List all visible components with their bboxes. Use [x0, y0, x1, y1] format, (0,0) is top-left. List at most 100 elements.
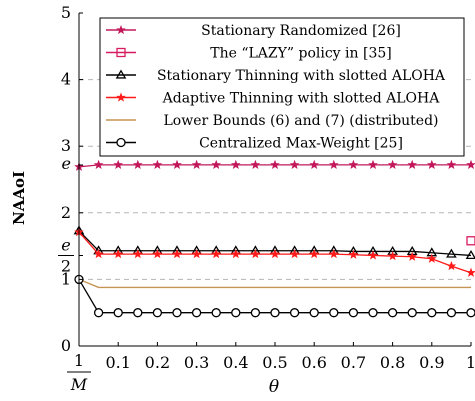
data-point	[466, 159, 475, 169]
x-tick-label: 0.7	[341, 353, 366, 372]
series-the-lazy-policy-in-35	[466, 236, 475, 246]
data-point	[329, 308, 339, 318]
legend-label: The “LAZY” policy in [35]	[210, 46, 391, 62]
data-point	[407, 251, 418, 261]
data-point	[387, 251, 398, 261]
legend-entry: Adaptive Thinning with slotted ALOHA	[106, 91, 440, 107]
data-point	[113, 308, 123, 318]
y-tick-label: 0	[61, 336, 71, 355]
y-tick-label: 3	[61, 136, 71, 155]
series-layer	[73, 159, 475, 318]
data-point	[465, 249, 475, 260]
y-tick-label: e2	[58, 235, 74, 275]
legend-entry: Stationary Randomized [26]	[106, 23, 401, 39]
data-point	[116, 137, 126, 148]
data-point	[132, 159, 143, 169]
series-lower-bounds-6-and-7-distributed	[78, 278, 471, 289]
x-tick-denominator: M	[70, 375, 88, 394]
data-point	[348, 249, 359, 259]
data-point	[132, 249, 143, 259]
data-point	[191, 308, 202, 318]
data-point	[211, 159, 222, 169]
data-point	[116, 47, 126, 58]
data-point	[466, 308, 475, 318]
x-tick-label: 0.6	[301, 353, 326, 372]
data-point	[426, 253, 437, 263]
data-point	[152, 308, 163, 318]
series-line	[78, 278, 471, 289]
data-point	[387, 308, 398, 318]
data-point	[309, 308, 319, 318]
legend-label: Centralized Max-Weight [25]	[199, 136, 403, 152]
data-point	[191, 159, 202, 169]
data-point	[93, 308, 104, 318]
y-tick-label: 5	[61, 3, 71, 22]
data-point	[172, 249, 182, 259]
data-point	[113, 159, 124, 169]
data-point	[250, 308, 261, 318]
legend-entry: Stationary Thinning with slotted ALOHA	[106, 68, 446, 84]
data-point	[407, 159, 418, 169]
x-tick-label: 1	[466, 353, 475, 372]
legend-label: Lower Bounds (6) and (7) (distributed)	[163, 113, 438, 129]
data-point	[289, 249, 300, 259]
legend-entry: Centralized Max-Weight [25]	[106, 136, 403, 152]
data-point	[446, 159, 457, 169]
data-point	[328, 249, 339, 259]
data-point	[93, 159, 104, 169]
y-tick-numerator: e	[61, 235, 70, 254]
data-point	[93, 249, 104, 259]
data-point	[348, 308, 359, 318]
legend-box	[99, 17, 465, 157]
data-point	[446, 248, 457, 258]
legend-label: Stationary Randomized [26]	[201, 23, 401, 39]
x-tick-numerator: 1	[74, 351, 84, 370]
data-point	[230, 159, 241, 169]
x-tick-label: 0.2	[145, 353, 170, 372]
x-tick-label: 0.8	[380, 353, 405, 372]
legend-entry: Lower Bounds (6) and (7) (distributed)	[106, 113, 439, 129]
legend-label: Stationary Thinning with slotted ALOHA	[157, 68, 446, 84]
data-point	[116, 92, 126, 102]
data-point	[116, 24, 126, 35]
data-point	[270, 308, 280, 318]
data-point	[191, 249, 202, 259]
x-tick-label: 0.1	[105, 353, 130, 372]
data-point	[368, 250, 378, 260]
data-point	[407, 308, 417, 318]
data-point	[309, 159, 320, 169]
legend-entry: The “LAZY” policy in [35]	[106, 46, 392, 62]
legend-label: Adaptive Thinning with slotted ALOHA	[162, 91, 441, 107]
x-axis-label: θ	[269, 377, 279, 397]
y-tick-label: 4	[61, 70, 71, 89]
data-point	[230, 249, 241, 259]
y-tick-denominator: 2	[61, 256, 71, 275]
x-tick-label: 1M	[67, 351, 91, 394]
x-tick-label: 0.3	[184, 353, 209, 372]
axes-frame	[78, 12, 472, 347]
data-point	[152, 159, 163, 169]
series-stationary-randomized-26	[74, 159, 475, 171]
data-point	[427, 308, 437, 318]
data-point	[348, 159, 359, 169]
data-point	[368, 159, 378, 169]
data-point	[211, 249, 222, 259]
data-point	[115, 69, 127, 79]
x-tick-label: 0.5	[262, 353, 287, 372]
legend: Stationary Randomized [26] The “LAZY” pol…	[99, 17, 465, 157]
data-point	[172, 308, 182, 318]
data-point	[152, 249, 163, 259]
data-point	[289, 308, 300, 318]
data-point	[211, 308, 221, 318]
data-point	[466, 236, 475, 246]
data-point	[250, 159, 261, 169]
data-point	[270, 159, 280, 169]
y-tick-label: e	[62, 154, 71, 173]
series-centralized-max-weight-25	[74, 274, 475, 318]
x-tick-label: 0.9	[419, 353, 444, 372]
y-tick-label: 1	[61, 269, 71, 288]
data-point	[446, 308, 457, 318]
data-point	[250, 249, 261, 259]
data-point	[426, 159, 437, 169]
